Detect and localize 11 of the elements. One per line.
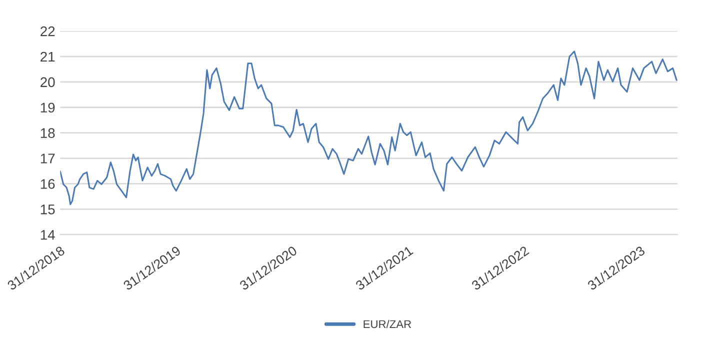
- y-tick-label: 15: [40, 204, 55, 214]
- legend-label: EUR/ZAR: [364, 320, 412, 328]
- y-tick-label: 16: [40, 179, 55, 189]
- y-tick-label: 14: [40, 230, 55, 240]
- y-tick-label: 20: [40, 77, 55, 88]
- y-tick-label: 18: [40, 128, 55, 138]
- y-tick-label: 17: [40, 154, 55, 164]
- y-tick-label: 22: [40, 26, 55, 36]
- y-tick-label: 19: [40, 102, 55, 113]
- y-tick-label: 21: [40, 52, 55, 62]
- line-series: [60, 50, 678, 206]
